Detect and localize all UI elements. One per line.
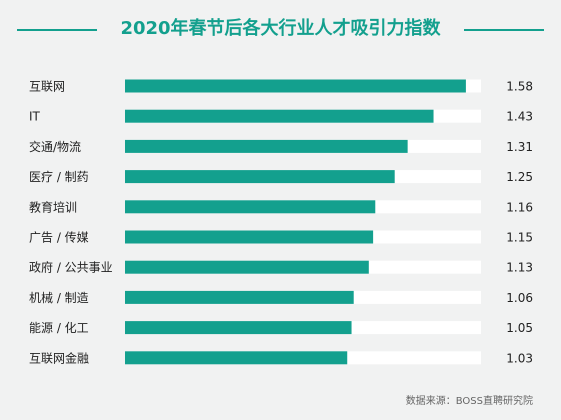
value-label: 1.15: [506, 231, 533, 245]
category-label: 医疗 / 制药: [29, 170, 89, 184]
chart-title: 2020年春节后各大行业人才吸引力指数: [120, 18, 441, 39]
bar: [125, 200, 376, 214]
value-label: 1.13: [506, 261, 533, 275]
bar: [125, 321, 352, 335]
value-label: 1.06: [506, 291, 533, 305]
bar: [125, 170, 395, 184]
bar: [125, 139, 408, 153]
bar: [125, 230, 374, 244]
bar: [125, 290, 354, 304]
bar: [125, 351, 348, 365]
bar: [125, 260, 369, 274]
bar: [125, 79, 466, 93]
value-label: 1.43: [506, 110, 533, 124]
value-label: 1.25: [506, 170, 533, 184]
value-label: 1.05: [506, 321, 533, 335]
value-label: 1.03: [506, 351, 533, 365]
value-label: 1.16: [506, 200, 533, 214]
title-rule-left: [17, 29, 97, 31]
category-label: 机械 / 制造: [29, 290, 89, 305]
category-label: IT: [29, 110, 41, 124]
title-rule-right: [464, 29, 544, 31]
category-label: 能源 / 化工: [29, 321, 89, 335]
value-label: 1.31: [506, 140, 533, 154]
category-label: 互联网: [29, 80, 65, 94]
chart-title-area: 2020年春节后各大行业人才吸引力指数: [0, 0, 561, 60]
value-label: 1.58: [506, 80, 533, 94]
bar: [125, 109, 434, 123]
category-label: 广告 / 传媒: [29, 230, 89, 245]
category-label: 教育培训: [29, 199, 77, 214]
category-label: 政府 / 公共事业: [29, 260, 113, 275]
data-source-note: 数据来源：BOSS直聘研究院: [405, 396, 533, 407]
category-label: 互联网金融: [29, 350, 89, 365]
category-label: 交通/物流: [29, 139, 81, 154]
